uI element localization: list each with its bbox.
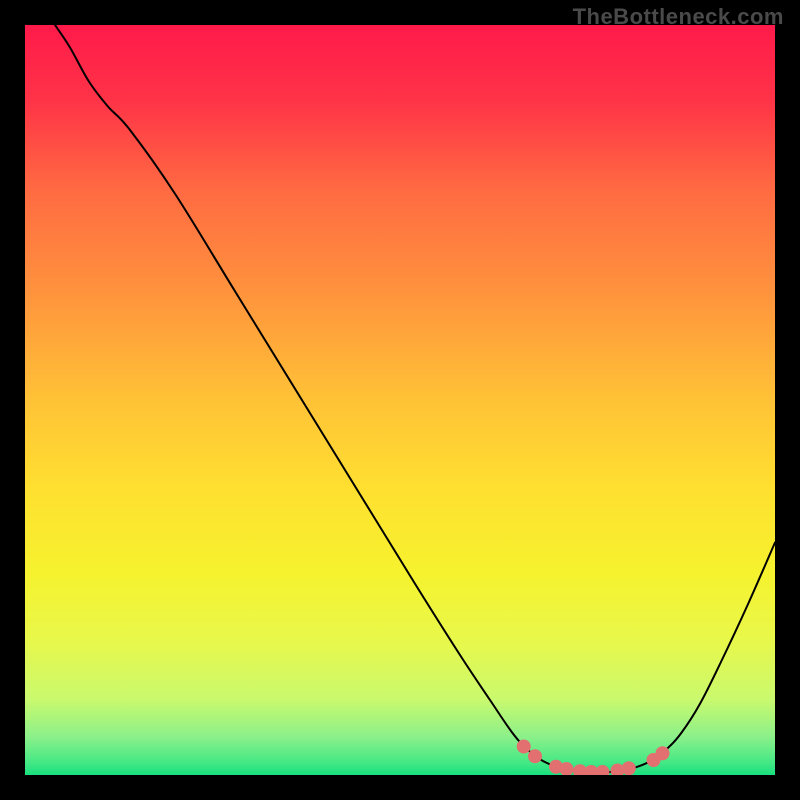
gradient-background: [25, 25, 775, 775]
curve-marker: [656, 746, 670, 760]
plot-area: [25, 25, 775, 775]
curve-marker: [622, 761, 636, 775]
curve-marker: [528, 749, 542, 763]
curve-marker: [517, 740, 531, 754]
chart-svg: [25, 25, 775, 775]
chart-container: TheBottleneck.com: [0, 0, 800, 800]
